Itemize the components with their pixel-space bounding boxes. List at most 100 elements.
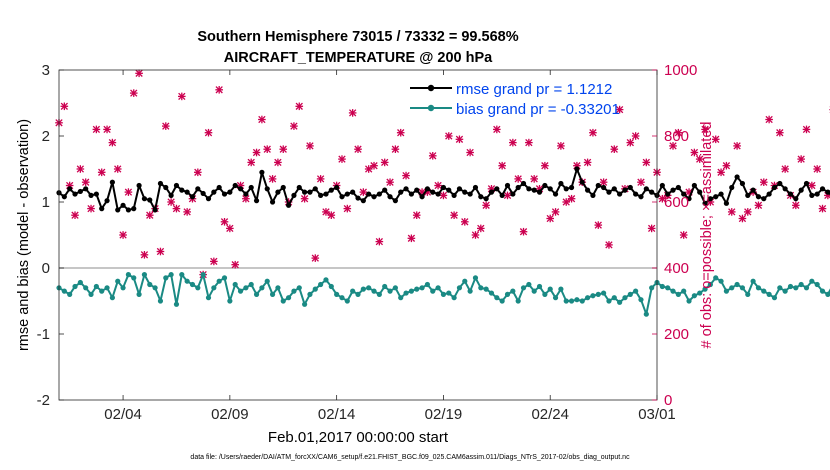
- rmse-point: [392, 198, 398, 204]
- obs-marker: [434, 181, 442, 190]
- y-right-tick-label: 1000: [664, 62, 697, 79]
- rmse-point: [376, 191, 382, 197]
- chart-title-line2: AIRCRAFT_TEMPERATURE @ 200 hPa: [224, 50, 493, 66]
- obs-marker: [113, 165, 122, 173]
- obs-marker: [439, 191, 448, 200]
- bias-point: [574, 297, 580, 303]
- bias-point: [472, 275, 479, 281]
- obs-marker: [551, 208, 560, 216]
- rmse-point: [408, 191, 414, 197]
- y-right-tick-label: 800: [664, 128, 689, 145]
- rmse-point: [72, 191, 78, 197]
- x-tick-label: 02/09: [211, 406, 249, 423]
- rmse-point: [147, 197, 153, 203]
- legend-bias-label: bias grand pr = -0.33201: [456, 101, 620, 118]
- rmse-point: [787, 191, 794, 197]
- bias-point: [670, 288, 676, 294]
- obs-marker: [466, 148, 474, 157]
- bias-point: [510, 288, 516, 294]
- obs-marker: [637, 178, 645, 186]
- bias-point: [718, 278, 724, 284]
- rmse-point: [350, 189, 356, 195]
- rmse-point: [723, 200, 730, 206]
- bias-point: [675, 291, 681, 297]
- rmse-point: [403, 186, 409, 192]
- bias-point: [494, 295, 500, 301]
- bias-point: [248, 281, 254, 288]
- bias-point: [350, 288, 356, 294]
- rmse-point: [595, 182, 601, 189]
- rmse-point: [584, 187, 591, 193]
- rmse-point: [275, 189, 281, 195]
- bias-point: [205, 295, 212, 301]
- obs-marker: [727, 208, 736, 216]
- bias-point: [168, 272, 174, 278]
- rmse-point: [205, 196, 212, 202]
- obs-marker: [450, 211, 458, 219]
- bias-point: [398, 295, 404, 301]
- y-left-tick-label: 1: [42, 194, 50, 211]
- rmse-point: [184, 189, 190, 195]
- rmse-point: [702, 200, 708, 206]
- bias-point: [371, 288, 377, 294]
- bias-point: [216, 278, 222, 284]
- rmse-point: [382, 187, 388, 193]
- rmse-point: [488, 189, 495, 195]
- rmse-point: [526, 186, 532, 192]
- y-left-tick-label: -1: [37, 326, 50, 343]
- rmse-point: [221, 191, 228, 197]
- bias-point: [462, 278, 468, 284]
- bias-point: [584, 295, 591, 301]
- rmse-point: [467, 191, 473, 197]
- rmse-point: [227, 189, 233, 195]
- obs-marker: [477, 224, 485, 233]
- obs-marker: [669, 142, 677, 150]
- rmse-point: [334, 184, 340, 191]
- bias-point: [734, 281, 740, 288]
- bias-point: [109, 295, 115, 301]
- rmse-point: [136, 182, 142, 189]
- bias-point: [777, 285, 783, 291]
- obs-marker: [135, 69, 143, 78]
- rmse-point: [456, 186, 463, 192]
- obs-marker: [103, 125, 111, 134]
- rmse-point: [782, 186, 788, 192]
- rmse-point: [248, 184, 254, 191]
- bias-point: [179, 272, 185, 278]
- bias-point: [729, 285, 735, 291]
- obs-marker: [124, 188, 133, 196]
- y-left-tick-label: 2: [42, 128, 50, 145]
- bias-point: [307, 291, 313, 297]
- rmse-point: [478, 194, 484, 200]
- bias-point: [798, 281, 804, 288]
- rmse-point: [93, 191, 99, 197]
- rmse-point: [504, 182, 511, 189]
- rmse-point: [430, 189, 436, 195]
- obs-marker: [567, 194, 576, 203]
- obs-marker: [690, 148, 699, 157]
- bias-point: [184, 278, 190, 284]
- obs-marker: [316, 175, 325, 183]
- bias-point: [606, 298, 612, 304]
- rmse-point: [819, 186, 826, 192]
- obs-marker: [220, 218, 229, 226]
- obs-marker: [252, 148, 261, 157]
- rmse-point: [259, 169, 265, 175]
- obs-marker: [97, 168, 106, 177]
- rmse-point: [622, 187, 628, 193]
- rmse-point: [825, 189, 830, 195]
- rmse-point: [398, 189, 404, 195]
- bias-point: [200, 272, 206, 278]
- bias-point: [520, 285, 527, 291]
- obs-marker: [546, 214, 555, 223]
- bias-point: [382, 283, 388, 290]
- obs-marker: [493, 125, 501, 134]
- obs-marker: [322, 208, 330, 216]
- obs-marker: [642, 158, 651, 167]
- obs-marker: [354, 145, 362, 153]
- bias-point: [424, 281, 431, 288]
- rmse-point: [665, 191, 671, 197]
- obs-marker: [129, 89, 138, 97]
- rmse-series-group: [56, 166, 830, 213]
- bias-point: [643, 311, 649, 317]
